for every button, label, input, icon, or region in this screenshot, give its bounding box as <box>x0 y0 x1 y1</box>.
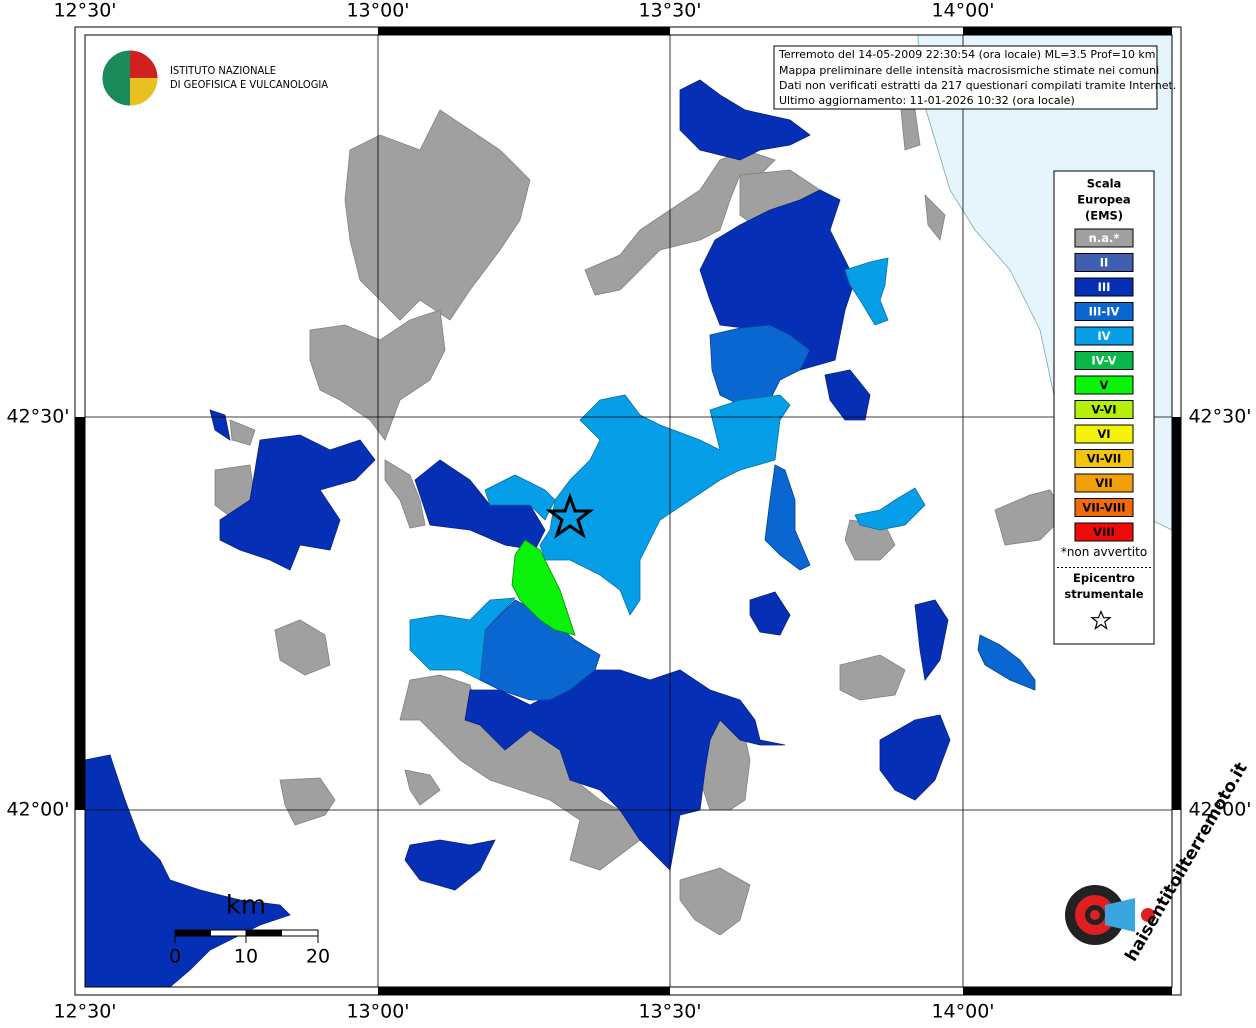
info-line: Dati non verificati estratti da 217 ques… <box>779 79 1176 92</box>
region-v <box>511 539 576 636</box>
lon-label: 13°30' <box>638 0 701 22</box>
scale-unit: km <box>226 891 266 921</box>
legend-swatch <box>1074 351 1134 370</box>
legend-swatch <box>1074 302 1134 321</box>
legend-label: VII-VIII <box>1082 501 1125 515</box>
lat-label: 42°00' <box>1188 799 1251 821</box>
legend-label: V-VI <box>1091 403 1116 417</box>
legend-swatch <box>1074 253 1134 272</box>
legend-swatch <box>1074 424 1134 444</box>
legend-star <box>1090 609 1112 630</box>
legend-swatch <box>1074 473 1134 493</box>
legend-label: III <box>1098 280 1111 294</box>
info-box: Terremoto del 14-05-2009 22:30:54 (ora l… <box>773 45 1176 110</box>
legend-swatch <box>1074 375 1134 395</box>
legend-label: V <box>1100 378 1109 392</box>
info-line: Terremoto del 14-05-2009 22:30:54 (ora l… <box>778 48 1156 61</box>
legend-note: *non avvertito <box>1061 545 1147 559</box>
legend-label: IV-V <box>1091 354 1116 368</box>
scale-label: 10 <box>234 946 258 968</box>
legend: ScalaEuropea(EMS)n.a.*IIIIIIII-IVIVIV-VV… <box>1053 170 1155 645</box>
legend-swatch <box>1074 277 1134 297</box>
lon-label: 13°00' <box>346 0 409 22</box>
legend-label: VIII <box>1093 525 1115 539</box>
lon-label: 12°30' <box>53 1001 116 1023</box>
legend-title: (EMS) <box>1085 209 1123 223</box>
frame <box>74 26 1182 996</box>
legend-swatch <box>1074 400 1134 419</box>
info-line: Ultimo aggiornamento: 11-01-2026 10:32 (… <box>779 94 1075 107</box>
lon-label: 13°30' <box>638 1001 701 1023</box>
legend-label: VII <box>1095 476 1112 490</box>
lat-label: 42°30' <box>1188 406 1251 428</box>
regions-na <box>214 99 1066 936</box>
legend-label: II <box>1100 256 1109 270</box>
regions-iii <box>84 79 951 988</box>
lon-label: 14°00' <box>931 1001 994 1023</box>
legend-label: VI <box>1097 427 1110 441</box>
institute-line: DI GEOFISICA E VULCANOLOGIA <box>170 78 328 91</box>
legend-title: Scala <box>1087 177 1122 191</box>
lon-label: 14°00' <box>931 0 994 22</box>
coordinate-labels: 12°30' 12°30' 13°00' 13°00' 13°30' 13°30' 14°0… <box>6 0 1251 1023</box>
lat-label: 42°30' <box>6 406 69 428</box>
legend-swatch <box>1074 522 1134 542</box>
legend-swatch <box>1074 326 1134 346</box>
lon-label: 12°30' <box>53 0 116 22</box>
legend-epicenter: Epicentro <box>1073 571 1135 585</box>
legend-swatch <box>1074 498 1134 517</box>
ingv-logo: ISTITUTO NAZIONALE DI GEOFISICA E VULCAN… <box>101 49 328 107</box>
epicenter-star <box>545 492 595 539</box>
scale-label: 0 <box>169 946 181 968</box>
legend-swatch <box>1074 449 1134 468</box>
legend-label: III-IV <box>1089 305 1120 319</box>
regions-iv <box>409 257 926 681</box>
lon-label: 13°00' <box>346 1001 409 1023</box>
scale-bar: km 0 10 20 <box>169 891 330 968</box>
legend-label: VI-VII <box>1087 452 1122 466</box>
legend-epicenter: strumentale <box>1064 587 1143 601</box>
graticule <box>85 35 1172 987</box>
institute-line: ISTITUTO NAZIONALE <box>170 64 276 77</box>
legend-title: Europea <box>1077 193 1130 207</box>
legend-label: IV <box>1097 329 1110 343</box>
lat-label: 42°00' <box>6 799 69 821</box>
scale-label: 20 <box>306 946 330 968</box>
legend-label: n.a.* <box>1089 231 1120 245</box>
legend-swatch <box>1074 228 1134 248</box>
info-line: Mappa preliminare delle intensità macros… <box>779 64 1159 77</box>
